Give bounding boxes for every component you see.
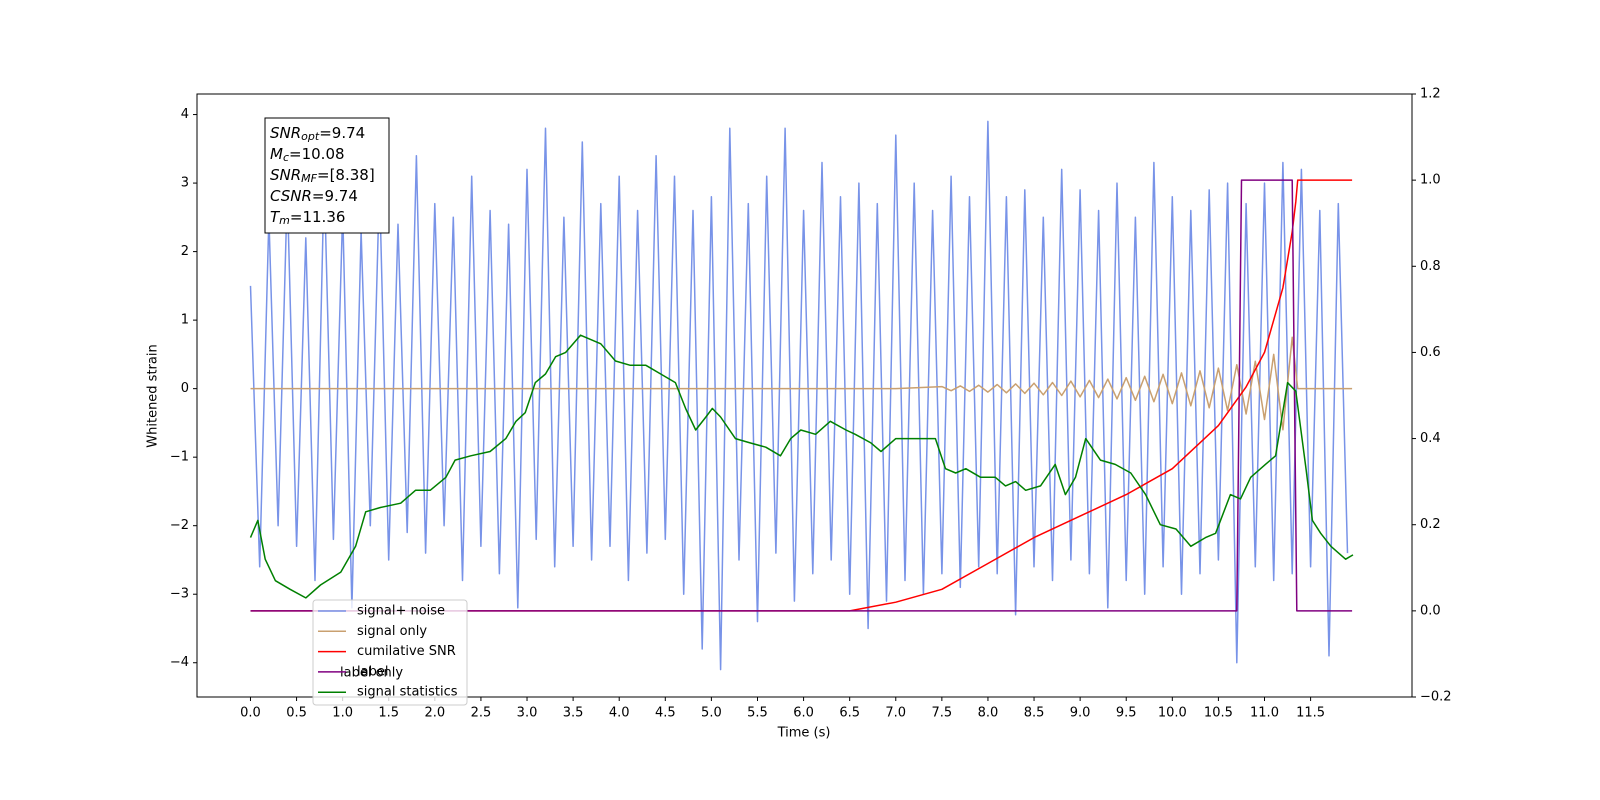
annotation-subscript: opt (301, 130, 320, 143)
legend-hidden-label: label only (340, 665, 403, 680)
y2-tick-label: 0.6 (1420, 345, 1441, 360)
annotation-line: CSNR=9.74 (270, 187, 358, 205)
x-tick-label: 1.5 (378, 706, 399, 721)
legend-label: cumilative SNR (357, 644, 456, 659)
y2-tick-label: 0.4 (1420, 431, 1441, 446)
x-tick-label: 10.5 (1204, 706, 1233, 721)
axes-frame (196, 93, 1413, 698)
y2-tick-label: 0.0 (1420, 603, 1441, 618)
x-tick-label: 3.5 (563, 706, 584, 721)
annotation-box: SNRopt=9.74Mc=10.08SNRMF=[8.38]CSNR=9.74… (264, 117, 390, 234)
annotation-symbol: CSNR (270, 187, 312, 205)
annotation-value: =11.36 (290, 208, 346, 226)
x-tick-label: 7.0 (885, 706, 906, 721)
plot-area (249, 120, 1354, 671)
annotation-symbol: M (270, 145, 283, 163)
x-tick-label: 9.5 (1116, 706, 1137, 721)
series-line (250, 336, 1353, 431)
x-tick-label: 10.0 (1158, 706, 1187, 721)
x-tick-label: 11.0 (1250, 706, 1279, 721)
y2-tick-label: 0.2 (1420, 517, 1441, 532)
annotation-frame (264, 117, 390, 234)
y-tick-label: 1 (181, 313, 189, 328)
x-tick-label: 8.0 (978, 706, 999, 721)
annotation-value: =[8.38] (317, 166, 375, 184)
annotation-line: SNRopt=9.74 (270, 124, 365, 144)
ticks: 0.0 0.5 1.0 1.5 2.0 2.5 3.0 3.5 4.0 4.5 5.0 5.5 6.0 6… (170, 87, 1452, 721)
y2-tick-label: 0.8 (1420, 259, 1441, 274)
series-line (249, 120, 1349, 671)
annotation-subscript: m (279, 214, 290, 227)
x-tick-label: 5.5 (747, 706, 768, 721)
annotation-value: =9.74 (312, 187, 358, 205)
y-tick-label: −1 (170, 450, 189, 465)
legend-label: label (357, 664, 388, 679)
y2-tick-label: 1.0 (1420, 173, 1441, 188)
legend-frame (312, 599, 468, 706)
y-tick-label: −3 (170, 587, 189, 602)
annotation-symbol: SNR (270, 124, 301, 142)
x-tick-label: 3.0 (517, 706, 538, 721)
annotation-value: =9.74 (319, 124, 365, 142)
y-axis-label: Whitened strain (146, 344, 161, 447)
annotation-line: Mc=10.08 (270, 145, 345, 165)
legend-label: signal+ noise (357, 604, 445, 619)
y-tick-label: −2 (170, 518, 189, 533)
x-tick-label: 8.5 (1024, 706, 1045, 721)
annotation-line: SNRMF=[8.38] (270, 166, 375, 186)
x-tick-label: 9.0 (1070, 706, 1091, 721)
x-tick-label: 2.5 (471, 706, 492, 721)
series-line (250, 179, 1353, 612)
series-line (249, 334, 1354, 599)
x-tick-label: 0.5 (286, 706, 307, 721)
y-tick-label: −4 (170, 655, 189, 670)
legend-label: signal only (357, 624, 427, 639)
x-tick-label: 6.5 (839, 706, 860, 721)
y-tick-label: 3 (181, 176, 189, 191)
x-tick-label: 2.0 (424, 706, 445, 721)
x-tick-label: 0.0 (240, 706, 261, 721)
x-tick-label: 5.0 (701, 706, 722, 721)
annotation-symbol: T (270, 208, 281, 226)
y-tick-label: 0 (181, 381, 189, 396)
y2-tick-label: −0.2 (1420, 690, 1452, 705)
annotation-subscript: c (283, 151, 289, 164)
annotation-line: Tm=11.36 (270, 208, 345, 228)
x-tick-label: 6.0 (793, 706, 814, 721)
annotation-symbol: SNR (270, 166, 301, 184)
x-tick-label: 4.5 (655, 706, 676, 721)
y-tick-label: 4 (181, 107, 189, 122)
x-tick-label: 7.5 (932, 706, 953, 721)
annotation-subscript: MF (301, 172, 317, 185)
legend-label: signal statistics (357, 685, 458, 700)
y-tick-label: 2 (181, 244, 189, 259)
annotation-value: =10.08 (289, 145, 345, 163)
x-tick-label: 4.0 (609, 706, 630, 721)
x-tick-label: 1.0 (332, 706, 353, 721)
legend: signal+ noise signal only cumilative SNR la… (312, 599, 468, 706)
x-tick-label: 11.5 (1296, 706, 1325, 721)
x-axis-label: Time (s) (777, 726, 831, 741)
y2-tick-label: 1.2 (1420, 87, 1441, 102)
series-line (250, 179, 1353, 612)
